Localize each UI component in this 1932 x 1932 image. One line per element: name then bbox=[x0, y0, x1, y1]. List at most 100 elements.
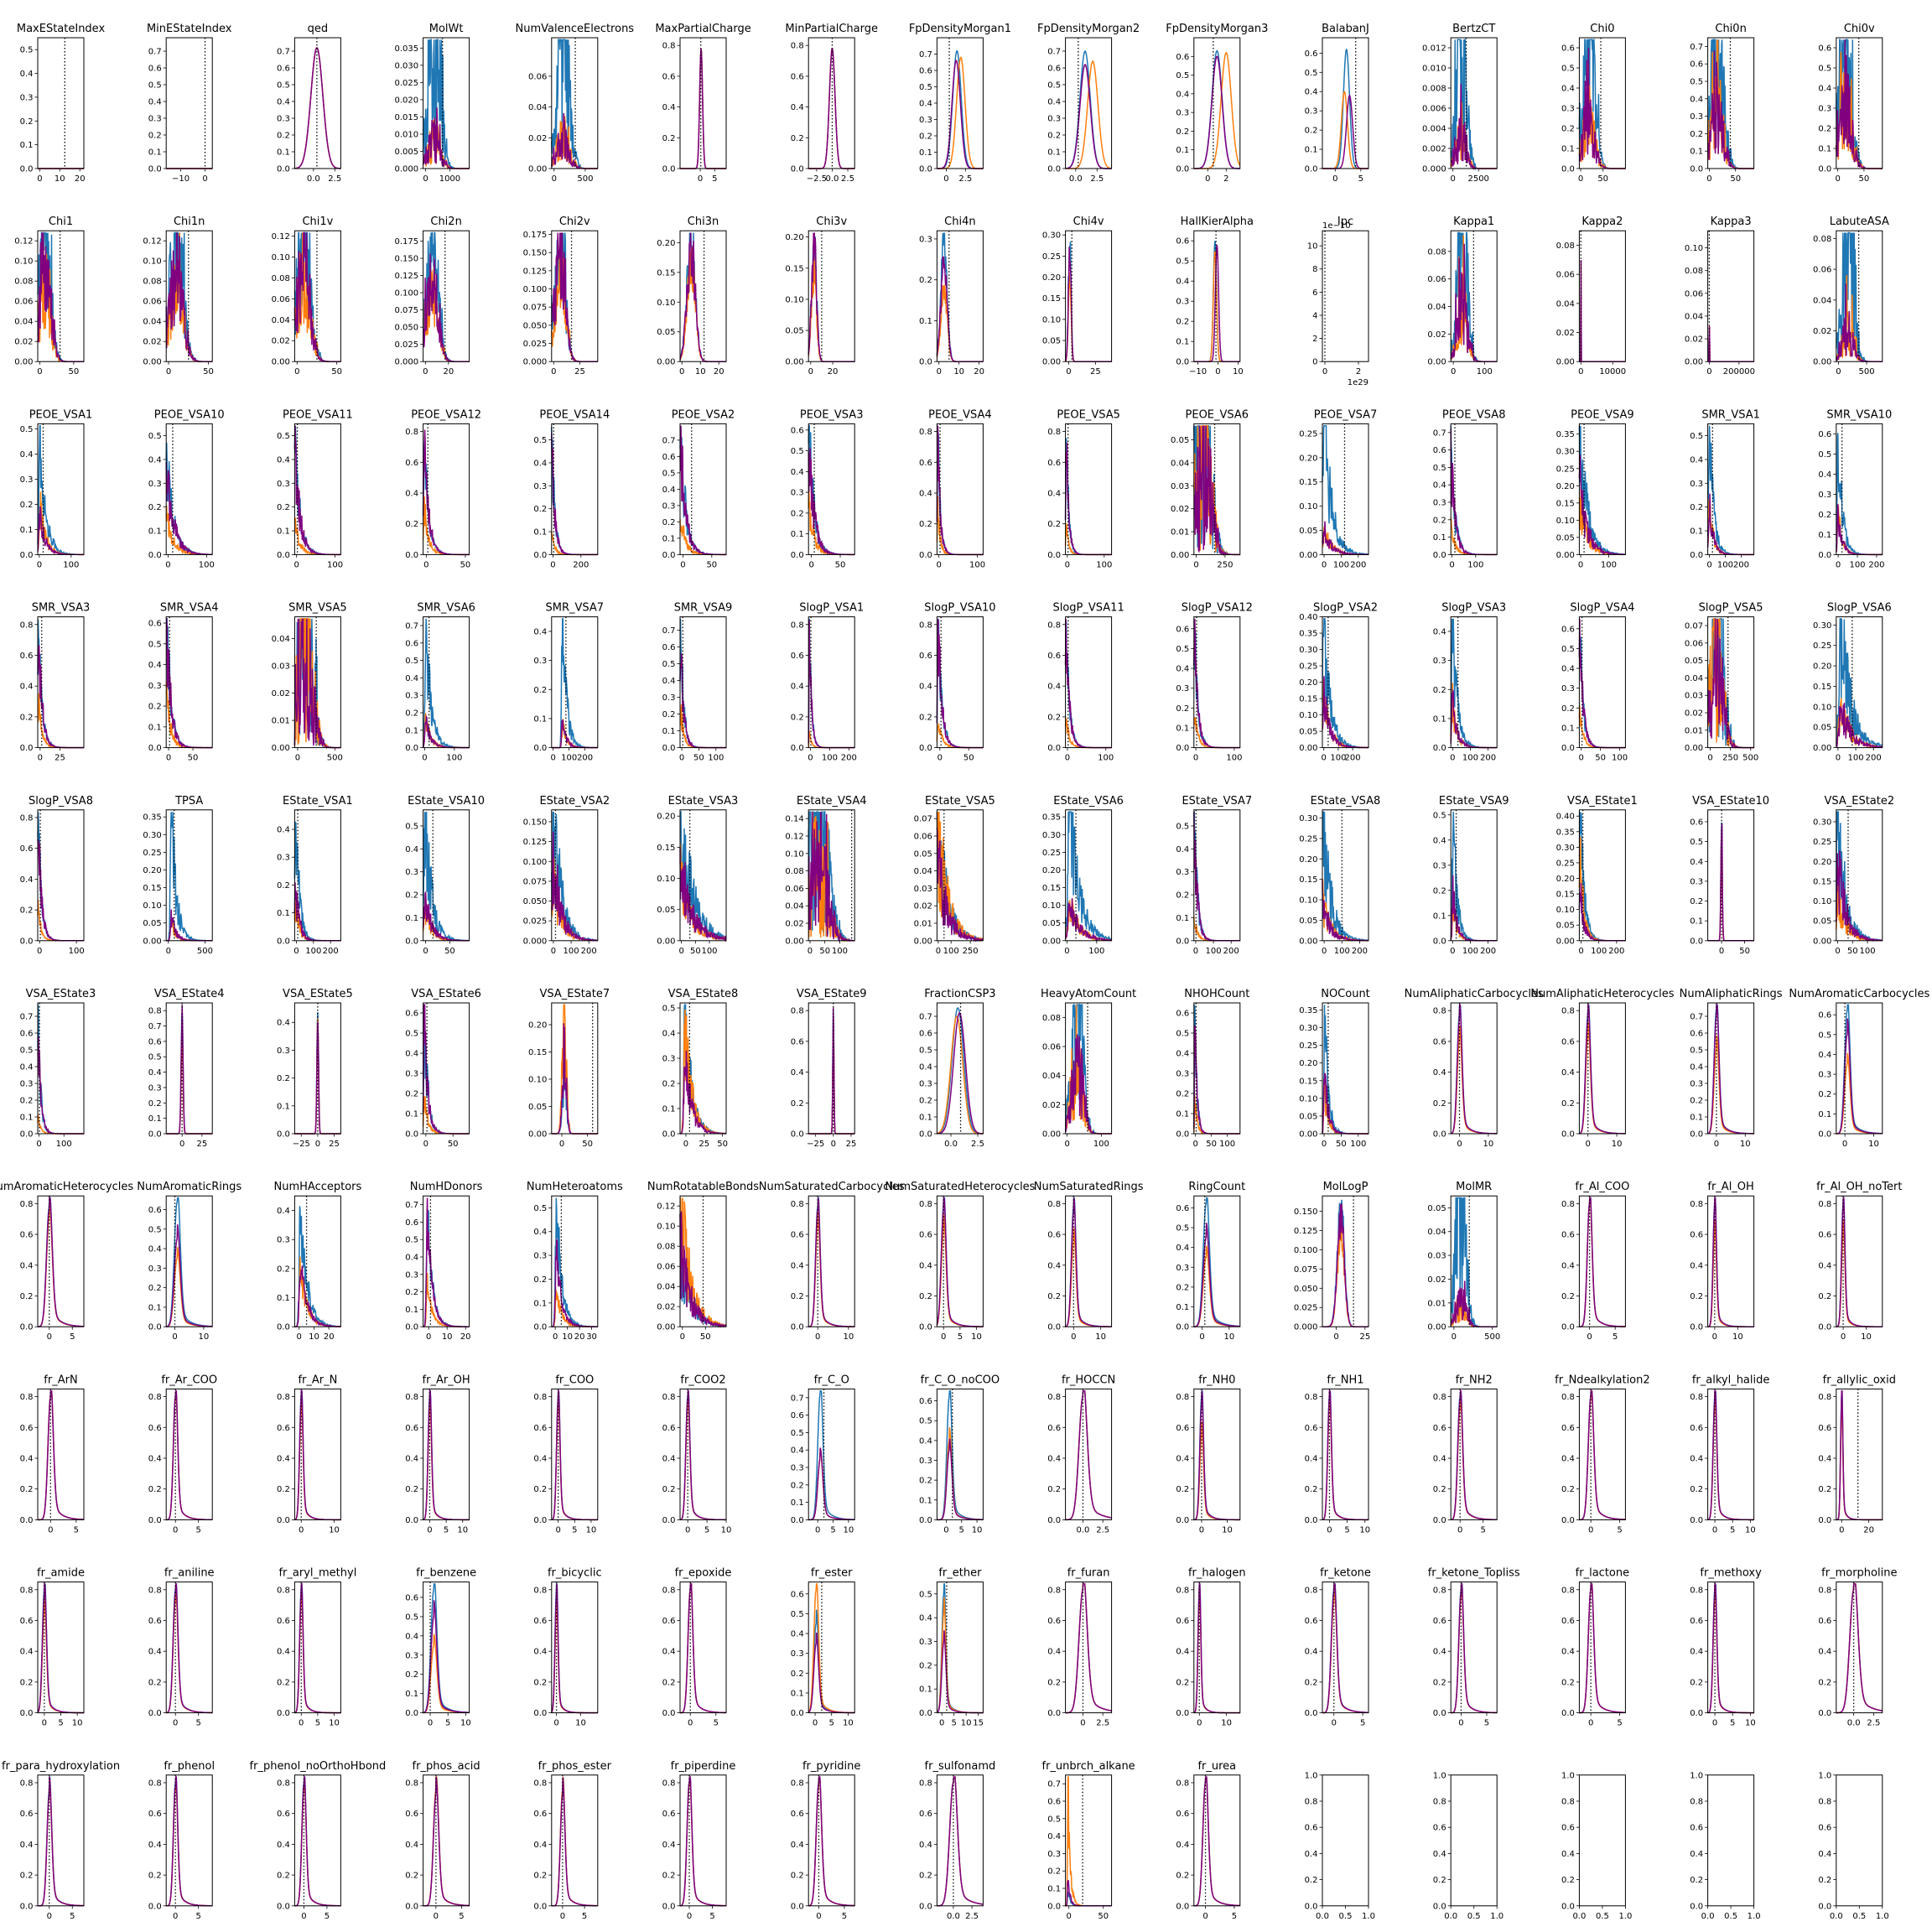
x-tick-label: 500 bbox=[1858, 367, 1874, 377]
y-tick-label: 0.08 bbox=[1042, 1014, 1061, 1023]
y-tick-label: 0.3 bbox=[1176, 868, 1189, 877]
y-tick-label: 0.6 bbox=[277, 1810, 290, 1819]
y-tick-label: 0.2 bbox=[20, 713, 34, 722]
axes-frame bbox=[936, 1774, 984, 1907]
y-tick-label: 0.6 bbox=[148, 65, 162, 74]
y-tick-label: 0.15 bbox=[657, 844, 675, 853]
axes-frame bbox=[37, 809, 85, 942]
y-tick-label: 0.00 bbox=[143, 937, 161, 946]
y-tick-label: 0.03 bbox=[1685, 692, 1703, 701]
series-purple-line bbox=[1450, 428, 1498, 556]
series-purple-line bbox=[1064, 247, 1112, 362]
series-orange-line bbox=[1578, 837, 1626, 943]
series-purple-line bbox=[423, 1776, 470, 1907]
y-tick-label: 0.0 bbox=[1176, 937, 1189, 946]
x-tick-label: 100 bbox=[832, 947, 848, 956]
series-purple-line bbox=[808, 1197, 855, 1327]
y-tick-label: 0.000 bbox=[1294, 1323, 1318, 1332]
y-tick-label: 0.4 bbox=[277, 455, 290, 465]
y-tick-label: 1.0 bbox=[1818, 1771, 1831, 1780]
y-tick-label: 0.2 bbox=[1176, 1090, 1189, 1099]
y-tick-label: 0.175 bbox=[394, 237, 418, 247]
subplot-title: MinPartialCharge bbox=[785, 23, 878, 35]
y-tick-label: 0.0 bbox=[919, 1130, 932, 1140]
y-tick-label: 0.0 bbox=[1561, 1323, 1575, 1332]
y-tick-label: 0.4 bbox=[1176, 1648, 1189, 1657]
subplot-title: Chi0v bbox=[1844, 23, 1875, 35]
y-tick-label: 0.8 bbox=[148, 1393, 162, 1402]
y-tick-label: 0.020 bbox=[394, 96, 418, 105]
series-purple-line bbox=[1836, 703, 1883, 749]
y-tick-label: 0.4 bbox=[1561, 1068, 1575, 1078]
y-tick-label: 0.4 bbox=[1561, 1261, 1575, 1270]
x-tick-label: 0 bbox=[172, 1332, 177, 1342]
series-blue-line bbox=[1065, 50, 1112, 169]
subplot-title: fr_epoxide bbox=[675, 1567, 732, 1580]
y-tick-label: 0.4 bbox=[1433, 481, 1446, 491]
y-tick-label: 0.6 bbox=[1561, 1424, 1575, 1433]
y-tick-label: 0.4 bbox=[20, 683, 34, 692]
y-tick-label: 0.0 bbox=[1818, 1130, 1831, 1140]
x-tick-label: 2500 bbox=[1467, 174, 1488, 184]
y-tick-label: 0.8 bbox=[1433, 1007, 1446, 1016]
y-tick-label: 0.0 bbox=[277, 1709, 290, 1718]
y-tick-label: 0.2 bbox=[919, 1872, 932, 1881]
x-tick-label: 0 bbox=[179, 1140, 184, 1149]
y-tick-label: 0.0 bbox=[1047, 744, 1061, 753]
y-tick-label: 0.6 bbox=[1561, 44, 1575, 54]
x-tick-label: 2.5 bbox=[971, 1140, 984, 1149]
subplot-Chi2v: Chi2v0.0000.0250.0500.0750.1000.1250.150… bbox=[523, 216, 599, 377]
y-tick-label: 0.0 bbox=[277, 165, 290, 174]
axes-frame bbox=[1450, 1002, 1498, 1135]
y-tick-label: 0.8 bbox=[148, 1007, 162, 1016]
y-tick-label: 0.40 bbox=[1299, 613, 1317, 622]
y-tick-label: 0.2 bbox=[1690, 1876, 1703, 1885]
subplot-EState_VSA5: EState_VSA50.000.010.020.030.040.050.060… bbox=[914, 795, 995, 956]
series-orange-line bbox=[1193, 51, 1241, 169]
x-tick-label: 50 bbox=[1336, 1140, 1347, 1149]
y-tick-label: 0.0 bbox=[1176, 1516, 1189, 1525]
y-tick-label: 0.02 bbox=[1171, 505, 1189, 514]
y-tick-label: 0.0 bbox=[1690, 937, 1703, 946]
series-blue-line bbox=[551, 426, 598, 556]
y-tick-label: 0.0 bbox=[1433, 744, 1446, 753]
x-tick-label: 10 bbox=[1745, 1525, 1756, 1535]
y-tick-label: 0.1 bbox=[405, 1110, 418, 1119]
subplot-VSA_EState1: VSA_EState10.000.050.100.150.200.250.300… bbox=[1556, 795, 1638, 956]
series-blue-line bbox=[1064, 811, 1113, 942]
y-tick-label: 0.6 bbox=[1047, 1617, 1061, 1626]
y-tick-label: 0.00 bbox=[1556, 551, 1575, 560]
axes-frame bbox=[1065, 423, 1113, 555]
y-tick-label: 0.02 bbox=[1427, 330, 1446, 340]
y-tick-label: 0.06 bbox=[143, 298, 161, 307]
subplot-MinEStateIndex: MinEStateIndex0.00.10.20.30.40.50.60.7−1… bbox=[147, 23, 232, 184]
x-tick-label: 100 bbox=[822, 754, 838, 763]
axes-frame bbox=[165, 1581, 213, 1714]
y-tick-label: 0.8 bbox=[1690, 1200, 1703, 1209]
y-tick-label: 0.30 bbox=[1299, 1024, 1317, 1033]
x-tick-label: 0 bbox=[1199, 1332, 1204, 1342]
axes-frame bbox=[1450, 1774, 1498, 1907]
y-tick-label: 0.2 bbox=[1433, 516, 1446, 525]
y-tick-label: 0.8 bbox=[1433, 1798, 1446, 1807]
x-tick-label: 25 bbox=[55, 754, 65, 763]
y-tick-label: 0.4 bbox=[1433, 836, 1446, 845]
y-tick-label: 0.1 bbox=[1176, 914, 1189, 923]
y-tick-label: 0.2 bbox=[20, 1678, 34, 1687]
y-tick-label: 0.6 bbox=[277, 1424, 290, 1433]
y-tick-label: 0.6 bbox=[1818, 1011, 1831, 1021]
subplot-title: PEOE_VSA12 bbox=[411, 408, 481, 421]
series-blue-line bbox=[808, 48, 855, 169]
y-tick-label: 0.6 bbox=[1818, 1824, 1831, 1833]
y-tick-label: 0.5 bbox=[1818, 450, 1831, 460]
subplot-empty-146: 0.00.20.40.60.81.00.0 0.5 1.0 bbox=[1433, 1771, 1504, 1921]
y-tick-label: 0.8 bbox=[1818, 1798, 1831, 1807]
series-purple-line bbox=[679, 847, 727, 943]
series-orange-line bbox=[1451, 1583, 1498, 1714]
